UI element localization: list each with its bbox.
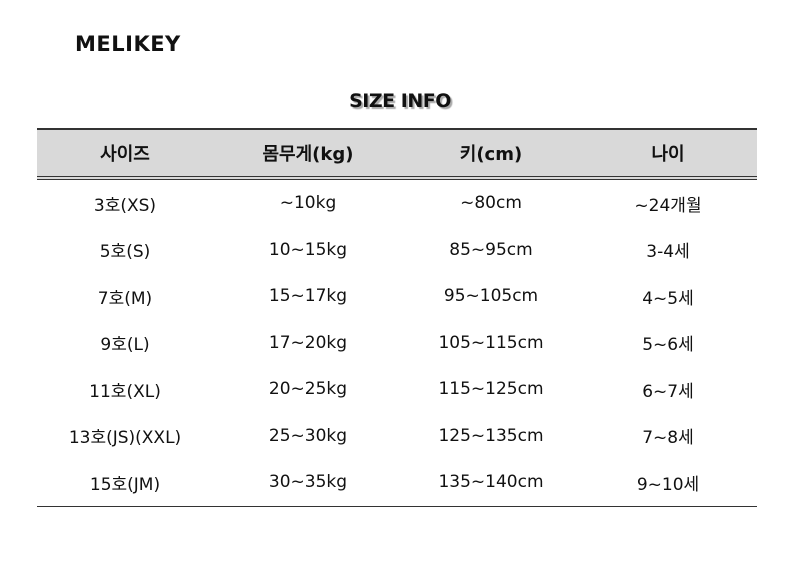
page-title: SIZE INFO [349,90,451,112]
table-row: 15호(JM) 30~35kg 135~140cm 9~10세 [37,459,757,506]
table-cell: 125~135cm [438,425,544,446]
header-size: 사이즈 [100,144,150,165]
table-row: 9호(L) 17~20kg 105~115cm 5~6세 [37,320,757,367]
table-cell: 5~6세 [642,335,694,356]
table-cell: 115~125cm [438,379,544,400]
table-cell: 13호(JS)(XXL) [68,428,182,449]
header-height: 키(cm) [459,144,523,165]
table-header: 사이즈 몸무게(kg) 키(cm) 나이 [37,128,757,180]
table-row: 7호(M) 15~17kg 95~105cm 4~5세 [37,273,757,320]
table-row: 11호(XL) 20~25kg 115~125cm 6~7세 [37,366,757,413]
table-cell: ~80cm [460,193,522,214]
table-cell: 15호(JM) [89,474,161,495]
table-cell: 105~115cm [438,332,544,353]
table-row: 13호(JS)(XXL) 25~30kg 125~135cm 7~8세 [37,413,757,460]
table-cell: 3-4세 [646,242,690,263]
table-cell: ~24개월 [634,195,702,216]
table-cell: 15~17kg [268,286,348,307]
table-cell: 6~7세 [642,381,694,402]
table-cell: 30~35kg [268,472,348,493]
table-cell: 85~95cm [449,239,533,260]
table-cell: 25~30kg [268,425,348,446]
table-bottom-rule [37,505,757,507]
table-cell: 11호(XL) [89,381,161,402]
table-cell: 3호(XS) [93,195,157,216]
table-cell: 9~10세 [636,474,700,495]
table-cell: 20~25kg [268,379,348,400]
table-row: 5호(S) 10~15kg 85~95cm 3-4세 [37,227,757,274]
table-cell: 7~8세 [642,428,694,449]
table-cell: ~10kg [279,193,337,214]
header-age: 나이 [651,144,685,165]
size-table: 사이즈 몸무게(kg) 키(cm) 나이 3호(XS) ~10kg ~80cm ~24… [37,128,757,507]
table-cell: 135~140cm [438,472,544,493]
table-row: 3호(XS) ~10kg ~80cm ~24개월 [37,180,757,227]
table-cell: 95~105cm [443,286,539,307]
table-body: 3호(XS) ~10kg ~80cm ~24개월 5호(S) 10~15kg 85~95cm… [37,180,757,506]
table-cell: 9호(L) [100,335,150,356]
table-cell: 4~5세 [642,288,694,309]
table-cell: 7호(M) [97,288,153,309]
table-cell: 17~20kg [268,332,348,353]
table-cell: 10~15kg [268,239,348,260]
table-cell: 5호(S) [99,242,151,263]
header-weight: 몸무게(kg) [262,144,354,165]
brand-logo: MELIKEY [75,32,181,56]
